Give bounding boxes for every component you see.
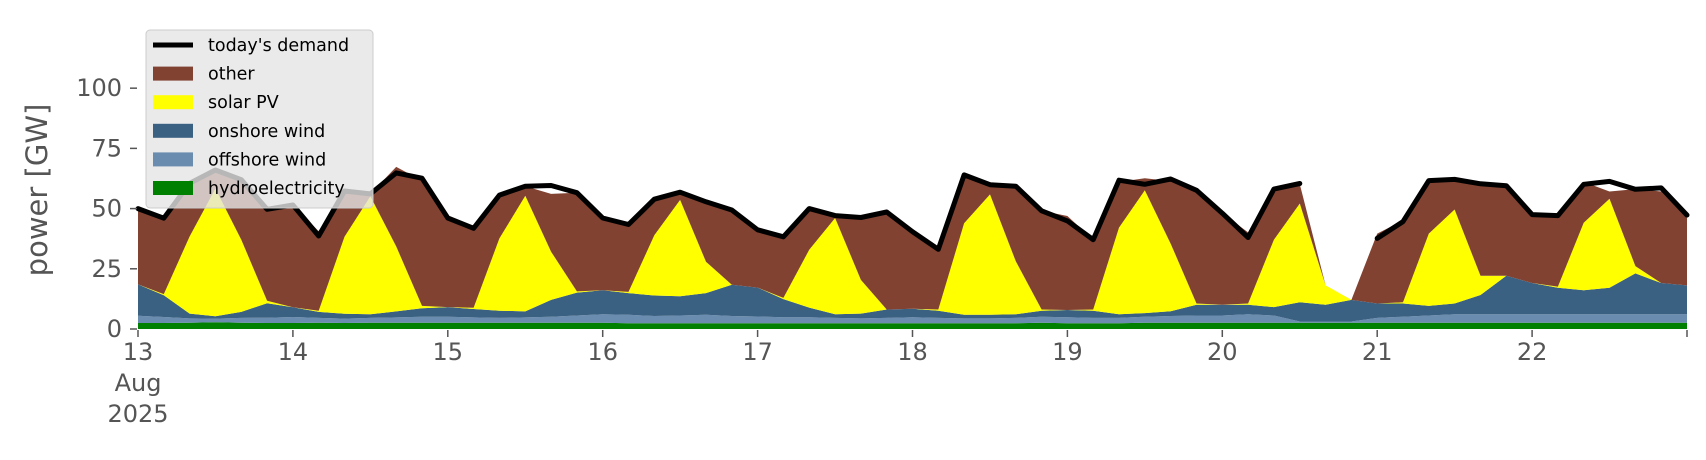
y-axis-title: power [GW] [20, 104, 54, 277]
x-tick-label-2025-08-16-0: 16 [587, 338, 618, 366]
area-other [138, 166, 1687, 311]
legend-box [145, 29, 374, 209]
y-axis: 0 25 50 75 100 [76, 74, 137, 343]
area-offshore-wind [138, 314, 1687, 324]
x-tick-label-2025-08-22-0: 22 [1517, 338, 1548, 366]
x-tick-label-2025-08-21-0: 21 [1362, 338, 1393, 366]
todays-demand-line [135, 167, 1690, 252]
x-tick-label-2025-08-20-0: 20 [1207, 338, 1238, 366]
legend-swatch-offshore-wind [153, 152, 193, 167]
x-tick-label-2025-08-13-1: Aug [115, 369, 162, 397]
legend-label-solar-pv: solar PV [208, 93, 279, 113]
legend-swatch-solar-pv [153, 95, 193, 110]
y-tick-label-100: 100 [76, 74, 122, 102]
area-solar-pv [138, 188, 1687, 317]
legend-swatch-onshore-wind [153, 123, 193, 138]
legend-swatch-other [153, 66, 193, 81]
x-tick-label-2025-08-17-0: 17 [742, 338, 773, 366]
y-tick-label-25: 25 [91, 255, 122, 283]
y-tick-label-75: 75 [91, 134, 122, 162]
area-hydroelectricity [138, 322, 1687, 329]
x-tick-label-2025-08-19-0: 19 [1052, 338, 1083, 366]
x-tick-label-2025-08-13-0: 13 [123, 338, 154, 366]
legend: today's demand other solar PV onshore wind… [145, 29, 374, 209]
x-tick-label-2025-08-13-2: 2025 [107, 400, 168, 428]
legend-label-other: other [208, 65, 255, 85]
area-onshore-wind [138, 273, 1687, 322]
y-tick-label-50: 50 [91, 195, 122, 223]
legend-swatch-hydroelectricity [153, 181, 193, 195]
x-tick-label-2025-08-18-0: 18 [897, 338, 928, 366]
legend-label-onshore-wind: onshore wind [208, 122, 325, 142]
legend-label-offshore-wind: offshore wind [208, 150, 326, 170]
x-tick-label-2025-08-14-0: 14 [278, 338, 309, 366]
x-tick-label-2025-08-15-0: 15 [433, 338, 464, 366]
legend-label-hydroelectricity: hydroelectricity [208, 179, 345, 199]
stacked-areas [138, 166, 1687, 329]
x-axis: 13 Aug 2025 14 15 16 17 18 19 20 21 22 [107, 330, 1688, 428]
y-tick-label-0: 0 [107, 315, 122, 343]
legend-label-todays-demand: today's demand [208, 36, 349, 56]
